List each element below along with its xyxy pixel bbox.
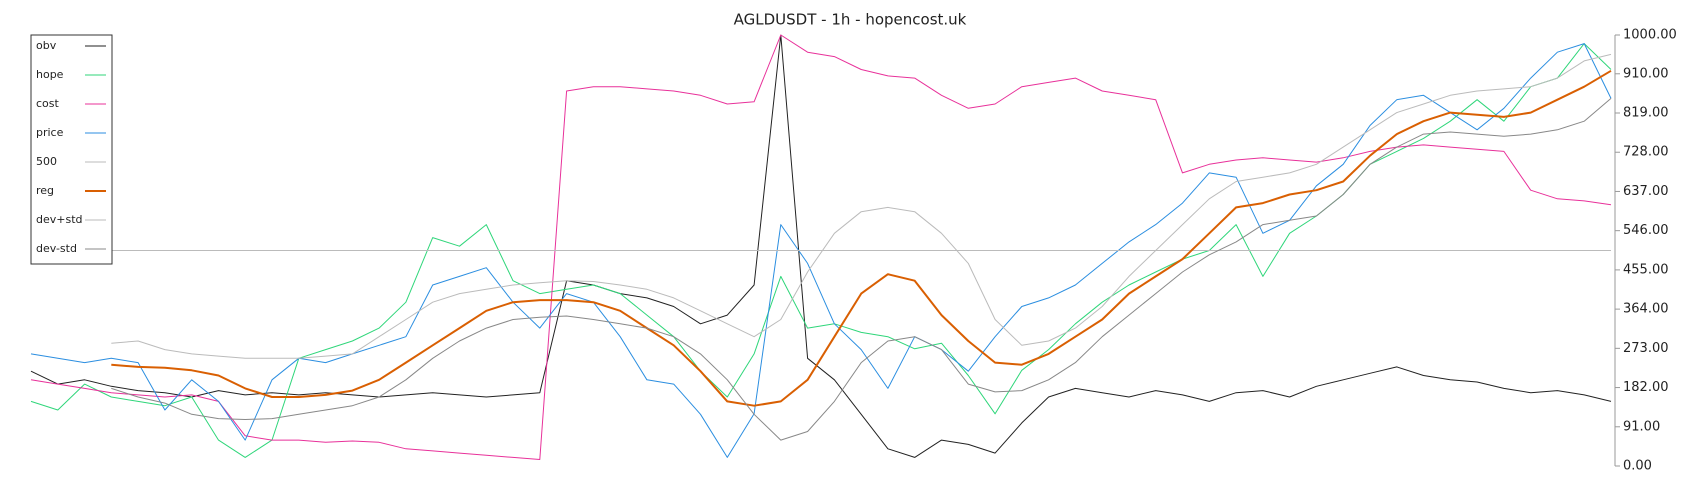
y-tick-label: 0.00 xyxy=(1623,459,1652,474)
series-line xyxy=(111,53,1612,359)
legend-label: cost xyxy=(36,97,60,110)
chart-title: AGLDUSDT - 1h - hopencost.uk xyxy=(734,11,967,29)
legend-label: obv xyxy=(36,39,57,52)
y-tick-label: 364.00 xyxy=(1623,302,1669,317)
legend-label: hope xyxy=(36,68,64,81)
legend-label: price xyxy=(36,126,64,139)
series-line xyxy=(30,43,1612,458)
legend-box xyxy=(30,34,113,265)
y-tick-label: 728.00 xyxy=(1623,145,1669,160)
legend-label: dev+std xyxy=(36,213,83,226)
series-line xyxy=(111,69,1612,407)
y-tick-label: 637.00 xyxy=(1623,184,1669,199)
y-tick-label: 1000.00 xyxy=(1623,28,1677,43)
y-tick-label: 91.00 xyxy=(1623,419,1660,434)
series-line xyxy=(111,98,1612,441)
y-tick-label: 455.00 xyxy=(1623,262,1669,277)
y-tick-label: 910.00 xyxy=(1623,66,1669,81)
y-tick-label: 819.00 xyxy=(1623,106,1669,121)
y-tick-label: 546.00 xyxy=(1623,223,1669,238)
series-line xyxy=(30,34,1612,460)
series-line xyxy=(30,34,1612,458)
legend-label: 500 xyxy=(36,155,57,168)
y-tick-label: 273.00 xyxy=(1623,341,1669,356)
y-tick-label: 182.00 xyxy=(1623,380,1669,395)
legend-label: reg xyxy=(36,184,54,197)
legend-label: dev-std xyxy=(36,242,77,255)
